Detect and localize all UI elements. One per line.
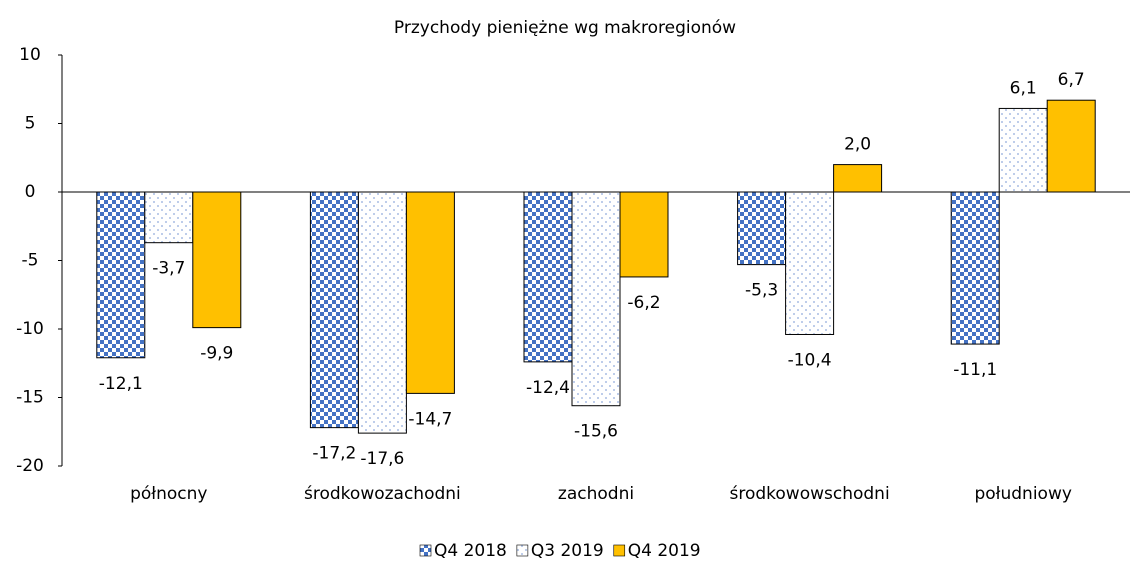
value-label: -5,3 [745, 281, 778, 301]
bar [523, 191, 573, 363]
bar [405, 191, 455, 394]
bar [192, 191, 242, 329]
bar [619, 191, 669, 278]
value-label: -17,2 [312, 444, 356, 464]
bar [309, 191, 359, 429]
value-label: -6,2 [627, 293, 660, 313]
x-tick-label: środkowozachodni [304, 484, 461, 504]
legend-marker [613, 544, 626, 557]
value-label: -10,4 [788, 350, 832, 370]
value-label: 6,7 [1058, 70, 1085, 90]
y-tick-label: 5 [25, 114, 36, 134]
bar [737, 191, 787, 266]
value-label: -12,1 [99, 374, 143, 394]
value-label: -17,6 [360, 449, 404, 469]
x-tick-label: zachodni [558, 484, 634, 504]
chart-title: Przychody pieniężne wg makroregionów [394, 18, 736, 38]
value-label: -15,6 [574, 422, 618, 442]
value-label: -9,9 [200, 344, 233, 364]
bar [950, 191, 1000, 345]
y-tick-label: -5 [22, 251, 39, 271]
value-label: 6,1 [1010, 78, 1037, 98]
value-label: -11,1 [953, 360, 997, 380]
legend-marker [516, 544, 529, 557]
bar [144, 191, 194, 244]
y-tick-label: 0 [25, 182, 36, 202]
value-label: 2,0 [844, 135, 871, 155]
legend-label: Q3 2019 [531, 541, 604, 561]
bar [998, 107, 1048, 193]
legend-label: Q4 2019 [628, 541, 701, 561]
value-label: -12,4 [526, 378, 570, 398]
bar [785, 191, 835, 335]
x-tick-label: południowy [974, 484, 1071, 504]
x-tick-label: północny [130, 484, 207, 504]
bar [1046, 99, 1096, 193]
bar [96, 191, 146, 359]
y-tick-label: 10 [19, 45, 41, 65]
bar [357, 191, 407, 434]
y-tick-label: -10 [16, 319, 44, 339]
x-tick-label: środkowowschodni [730, 484, 890, 504]
bar [833, 164, 883, 193]
y-tick-label: -15 [16, 388, 44, 408]
legend-marker [419, 544, 432, 557]
value-label: -3,7 [152, 259, 185, 279]
legend-label: Q4 2018 [434, 541, 507, 561]
bar [571, 191, 621, 407]
value-label: -14,7 [408, 409, 452, 429]
y-tick-label: -20 [16, 456, 44, 476]
